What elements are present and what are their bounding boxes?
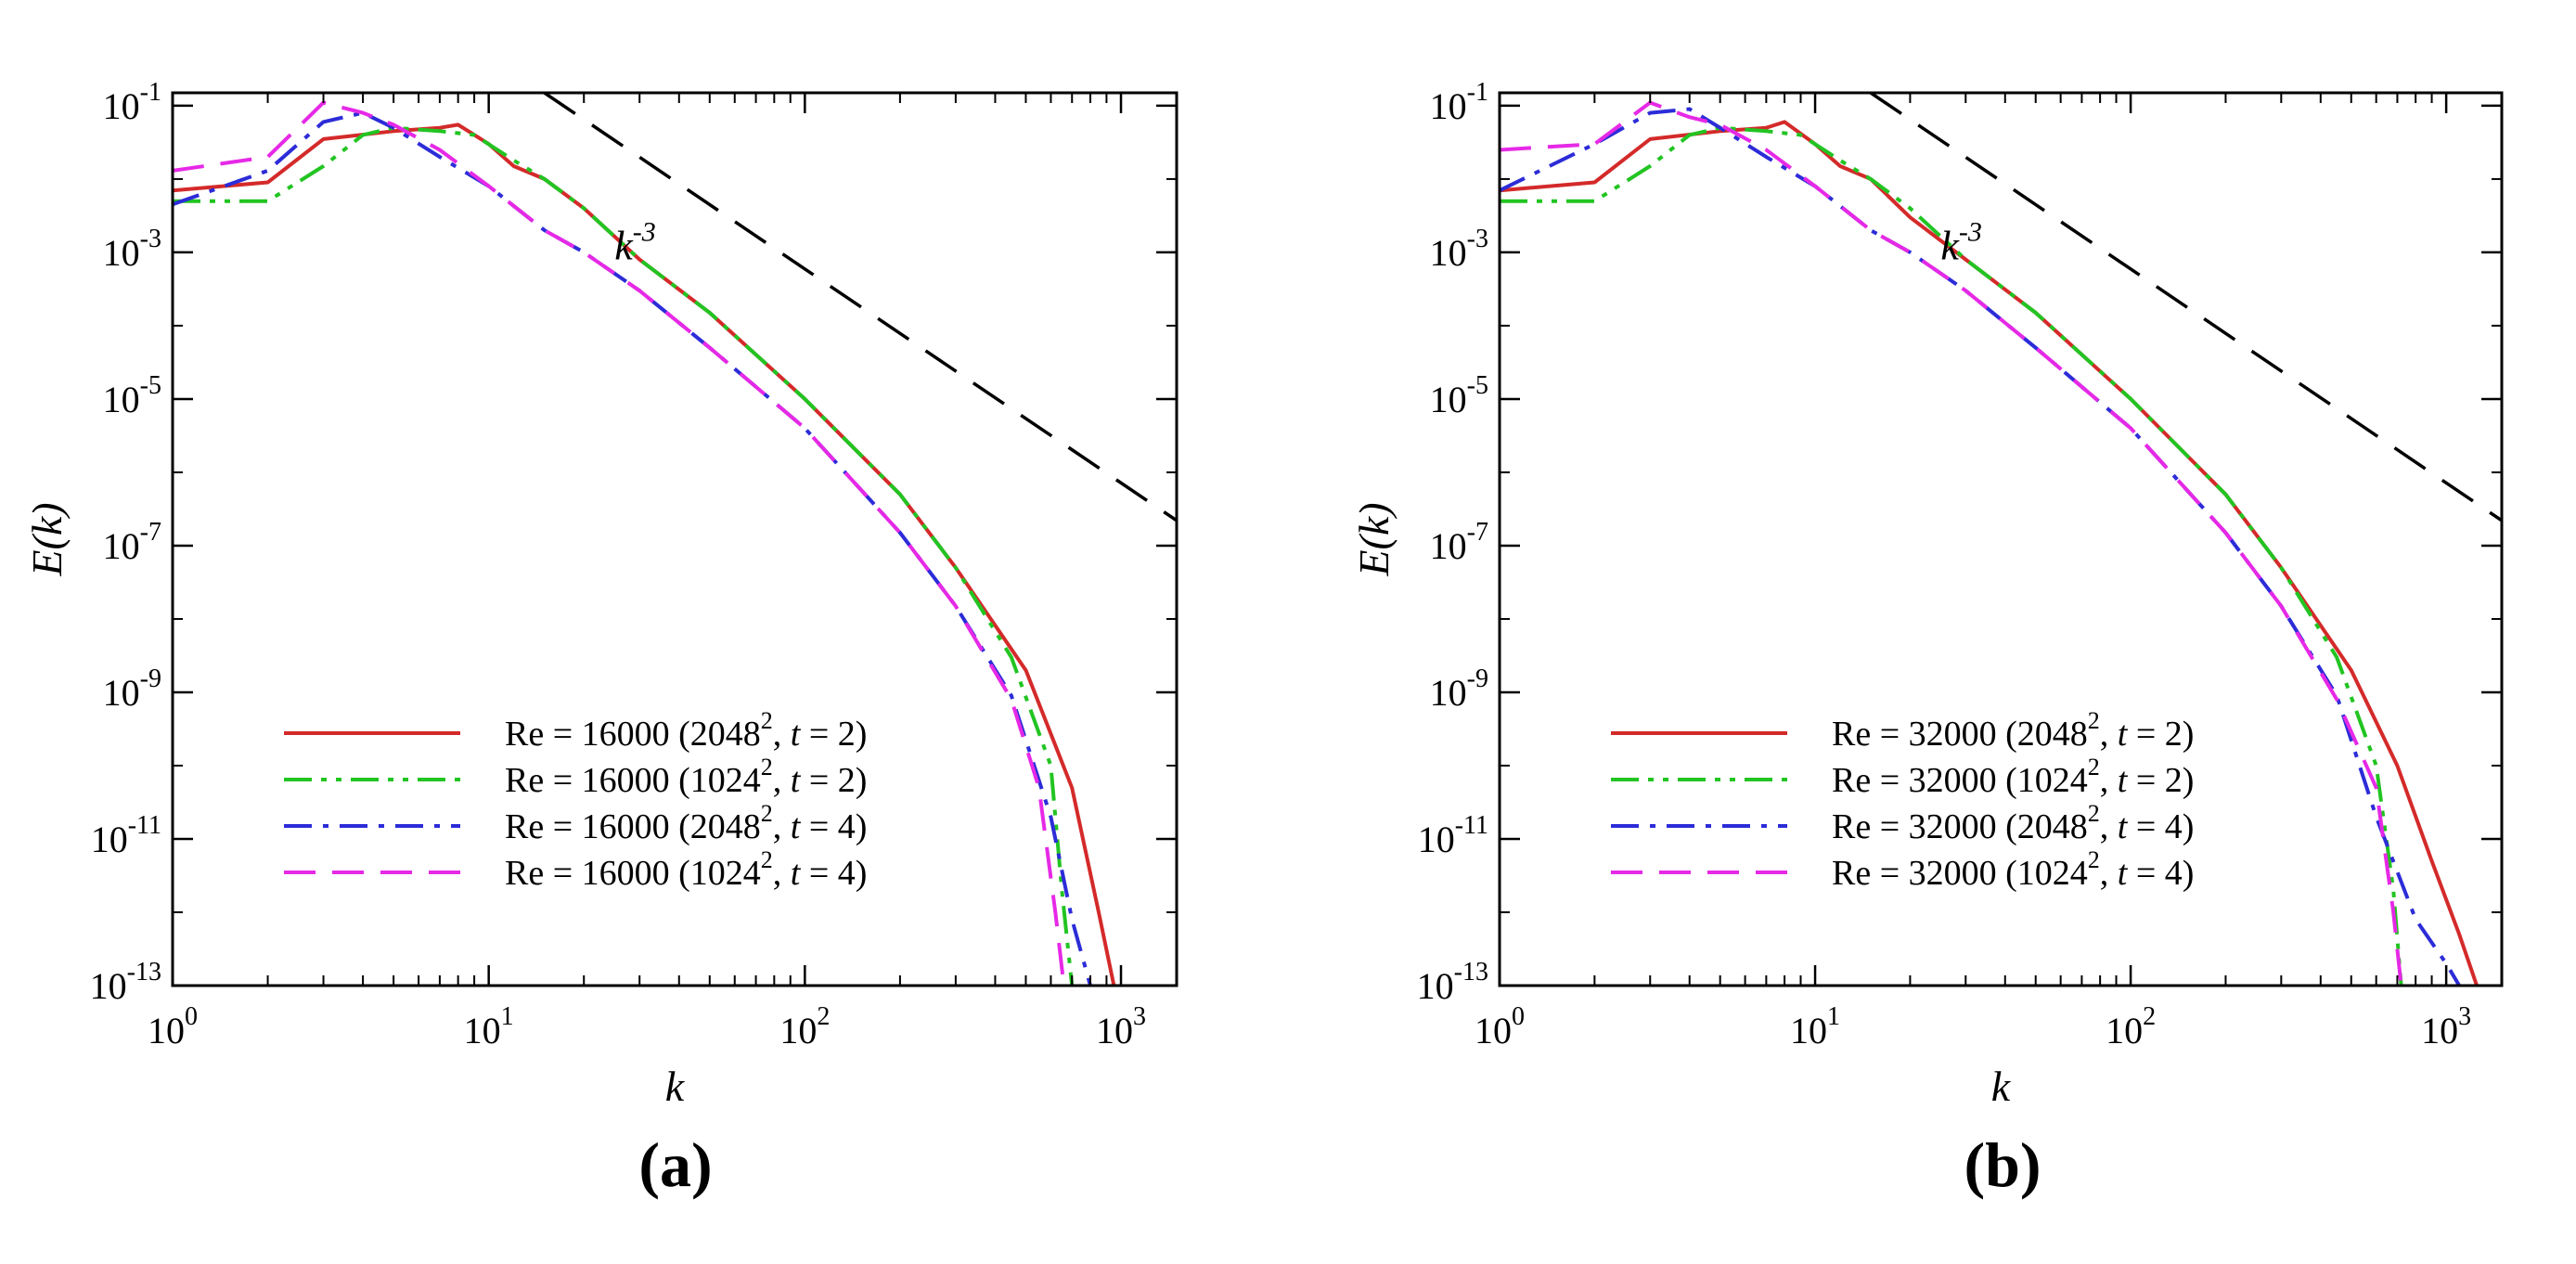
x-tick-label: 100	[148, 1002, 198, 1051]
x-tick-label: 102	[2106, 1002, 2156, 1051]
series-line-b-2	[1500, 107, 2461, 986]
legend-label-3: Re = 16000 (10242, t = 4)	[505, 846, 867, 893]
y-axis-title: E(k)	[23, 502, 71, 576]
y-tick-label: 10-1	[1430, 78, 1488, 127]
y-tick-label: 10-7	[103, 518, 161, 567]
y-tick-label: 10-3	[1430, 225, 1488, 274]
y-tick-label: 10-3	[103, 225, 161, 274]
y-tick-label: 10-7	[1430, 518, 1488, 567]
y-tick-label: 10-13	[90, 958, 161, 1007]
chart-panel-b: k-3 100 101 102 103 10-13 10-11 10-9 10-7 10-5 10-…	[1350, 78, 2504, 1200]
reference-line-label: k-3	[614, 217, 656, 269]
x-axis-title: k	[1991, 1063, 2012, 1110]
x-tick-label: 100	[1475, 1002, 1525, 1051]
plot-frame	[171, 91, 1179, 987]
series-line-a-1	[173, 125, 1075, 986]
x-axis-title: k	[665, 1063, 686, 1110]
x-tick-label: 102	[779, 1002, 830, 1051]
y-axis-title: E(k)	[1350, 502, 1397, 576]
y-tick-label: 10-5	[1430, 371, 1488, 420]
legend-label-0: Re = 16000 (20482, t = 2)	[505, 707, 867, 754]
y-tick-label: 10-9	[1430, 664, 1488, 714]
panel-caption-b: (b)	[1964, 1129, 2041, 1200]
y-tick-label: 10-11	[1418, 811, 1488, 860]
legend-label-1: Re = 16000 (10242, t = 2)	[505, 754, 867, 800]
reference-line-b	[1869, 93, 2502, 522]
y-tick-label: 10-1	[103, 78, 161, 127]
x-tick-label: 103	[2421, 1002, 2471, 1051]
series-line-b-1	[1500, 125, 2403, 986]
legend-label-2: Re = 16000 (20482, t = 4)	[505, 800, 867, 846]
x-tick-label: 103	[1096, 1002, 1146, 1051]
legend-label-0: Re = 32000 (20482, t = 2)	[1832, 707, 2194, 754]
y-tick-label: 10-13	[1417, 958, 1488, 1007]
plot-frame	[1498, 91, 2504, 987]
y-tick-label: 10-11	[91, 811, 161, 860]
series-line-a-3	[173, 100, 1066, 986]
legend-label-3: Re = 32000 (10242, t = 4)	[1832, 846, 2194, 893]
reference-line-a	[543, 93, 1177, 522]
reference-line-label: k-3	[1940, 217, 1982, 269]
x-tick-label: 101	[1790, 1002, 1840, 1051]
y-tick-label: 10-5	[103, 371, 161, 420]
panel-caption-a: (a)	[638, 1129, 712, 1200]
chart-panel-a: k-3 100 101 102 103 10-13 10-11 10-9 10-7 10-5 10-…	[23, 78, 1179, 1200]
x-tick-label: 101	[464, 1002, 514, 1051]
y-tick-label: 10-9	[103, 664, 161, 714]
legend-label-2: Re = 32000 (20482, t = 4)	[1832, 800, 2194, 846]
series-line-b-3	[1500, 100, 2403, 986]
legend-label-1: Re = 32000 (10242, t = 2)	[1832, 754, 2194, 800]
